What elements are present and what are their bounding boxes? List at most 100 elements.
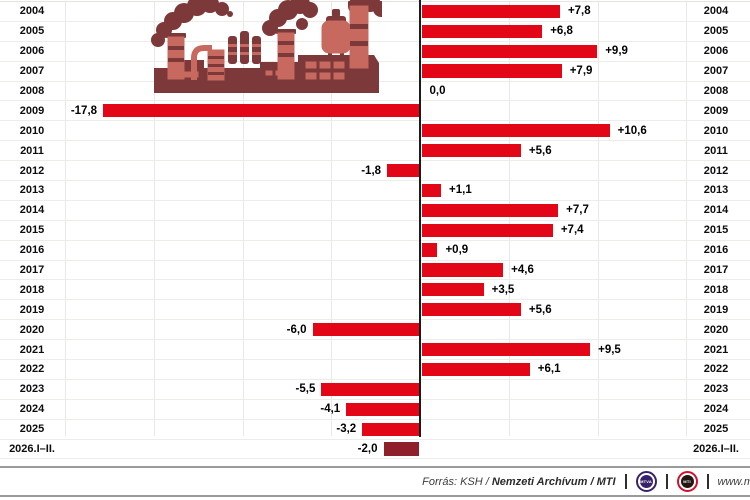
year-label-right: 2013 — [703, 184, 729, 197]
gridline — [153, 1, 155, 436]
mtva-logo-icon: MTVA — [635, 471, 657, 492]
year-label-left: 2009 — [19, 104, 45, 117]
value-label: -3,2 — [336, 423, 357, 436]
year-label-right: 2024 — [703, 403, 729, 416]
chart-row-2018: 2018 +3,5 2018 — [0, 279, 750, 299]
zero-axis — [418, 0, 421, 437]
chart-row-2011: 2011 +5,6 2011 — [0, 140, 750, 160]
bar-2019 — [421, 303, 521, 317]
factory-illustration-icon — [151, 0, 382, 93]
value-label: +7,4 — [560, 224, 584, 237]
chart-row-2020: 2020 -6,0 2020 — [0, 319, 750, 339]
year-label-right: 2010 — [703, 124, 729, 137]
year-label-left: 2023 — [19, 383, 45, 396]
bar-2023 — [321, 382, 419, 396]
year-label-left: 2012 — [19, 164, 45, 177]
bar-2015 — [421, 223, 553, 237]
value-label: -1,8 — [361, 164, 382, 177]
year-label-left: 2025 — [19, 423, 45, 436]
bar-2012 — [387, 163, 419, 178]
chart-row-2021: 2021 +9,5 2021 — [0, 339, 750, 359]
bar-2021 — [421, 342, 591, 357]
bar-2018 — [421, 283, 484, 297]
gridline — [65, 1, 66, 436]
year-label-right: 2022 — [703, 363, 729, 376]
year-label-right: 2018 — [703, 283, 729, 296]
source-credits: Forrás: KSH / Nemzeti Archívum / MTI — [422, 475, 616, 488]
chart-row-2014: 2014 +7,7 2014 — [0, 199, 750, 220]
chart-row-2006: 2006 +9,9 2006 — [0, 40, 750, 61]
footer-divider — [706, 474, 709, 489]
value-label: -17,8 — [70, 104, 98, 117]
year-label-left: 2017 — [19, 264, 45, 277]
year-label-right: 2008 — [703, 85, 729, 97]
year-label-left: 2026.I–II. — [9, 443, 55, 456]
chart-row-2019: 2019 +5,6 2019 — [0, 299, 750, 319]
website-text: www.m — [717, 475, 750, 488]
year-label-right: 2016 — [703, 244, 729, 257]
bar-2025 — [362, 422, 419, 436]
year-label-left: 2006 — [19, 45, 45, 58]
year-label-left: 2013 — [19, 184, 45, 197]
chart-row-2009: 2009 -17,8 2009 — [0, 100, 750, 120]
value-label: +3,5 — [491, 283, 515, 296]
bar-2005 — [421, 24, 543, 38]
chart-row-2005: 2005 +6,8 2005 — [0, 20, 750, 41]
value-label: +9,9 — [605, 45, 628, 58]
year-label-right: 2015 — [703, 224, 729, 237]
year-label-left: 2010 — [19, 124, 45, 137]
gridline — [331, 1, 333, 436]
gridline — [242, 1, 244, 436]
year-label-left: 2021 — [19, 343, 45, 356]
bar-2014 — [421, 203, 559, 217]
chart-row-2025: 2025 -3,2 2025 — [0, 418, 750, 439]
value-label: +7,8 — [567, 5, 591, 18]
bar-2020 — [312, 323, 419, 337]
chart-row-2010: 2010 +10,6 2010 — [0, 120, 750, 140]
year-label-right: 2009 — [703, 104, 729, 117]
value-label: -6,0 — [286, 323, 307, 336]
bar-2004 — [421, 4, 560, 18]
value-label: +9,5 — [598, 343, 621, 356]
year-label-right: 2026.I–II. — [693, 443, 739, 456]
value-label: -2,0 — [357, 443, 378, 456]
bar-2022 — [421, 362, 530, 377]
year-label-right: 2020 — [703, 323, 729, 336]
bar-2011 — [421, 144, 521, 158]
footer-divider — [665, 474, 668, 489]
chart-row-2015: 2015 +7,4 2015 — [0, 219, 750, 240]
chart-row-2016: 2016 +0,9 2016 — [0, 239, 750, 260]
year-label-right: 2014 — [703, 204, 729, 217]
bar-2006 — [421, 44, 598, 58]
bar-2017 — [421, 263, 504, 277]
year-label-left: 2016 — [19, 244, 45, 257]
year-label-left: 2008 — [19, 85, 45, 97]
year-label-left: 2019 — [19, 303, 45, 316]
year-label-right: 2005 — [703, 25, 729, 38]
year-label-left: 2011 — [20, 144, 44, 157]
value-label: +7,7 — [566, 204, 589, 217]
year-label-left: 2005 — [19, 25, 45, 38]
year-label-left: 2024 — [19, 403, 45, 416]
mti-logo-icon: MTI — [676, 471, 698, 492]
year-label-right: 2004 — [703, 5, 729, 18]
year-label-right: 2025 — [703, 423, 729, 436]
chart-row-2012: 2012 -1,8 2012 — [0, 160, 750, 180]
bar-2016 — [421, 243, 438, 257]
bar-2007 — [421, 64, 562, 78]
chart-row-2023: 2023 -5,5 2023 — [0, 378, 750, 399]
year-label-right: 2019 — [703, 303, 729, 316]
value-label: +6,8 — [550, 25, 573, 38]
year-label-left: 2004 — [19, 5, 45, 18]
bar-2024 — [346, 402, 419, 416]
value-label: -5,5 — [295, 383, 316, 396]
year-label-left: 2020 — [19, 323, 45, 336]
value-label: +0,9 — [445, 244, 469, 257]
value-label: +6,1 — [537, 363, 561, 376]
gridline — [508, 1, 510, 436]
year-label-right: 2011 — [704, 144, 728, 157]
value-label: -4,1 — [320, 403, 341, 416]
value-label: +4,6 — [511, 264, 534, 277]
footer-divider — [624, 474, 627, 489]
bar-chart: 2004 +7,8 2004 2005 +6,8 2005 2006 +9,9 2006 2007… — [0, 0, 750, 460]
